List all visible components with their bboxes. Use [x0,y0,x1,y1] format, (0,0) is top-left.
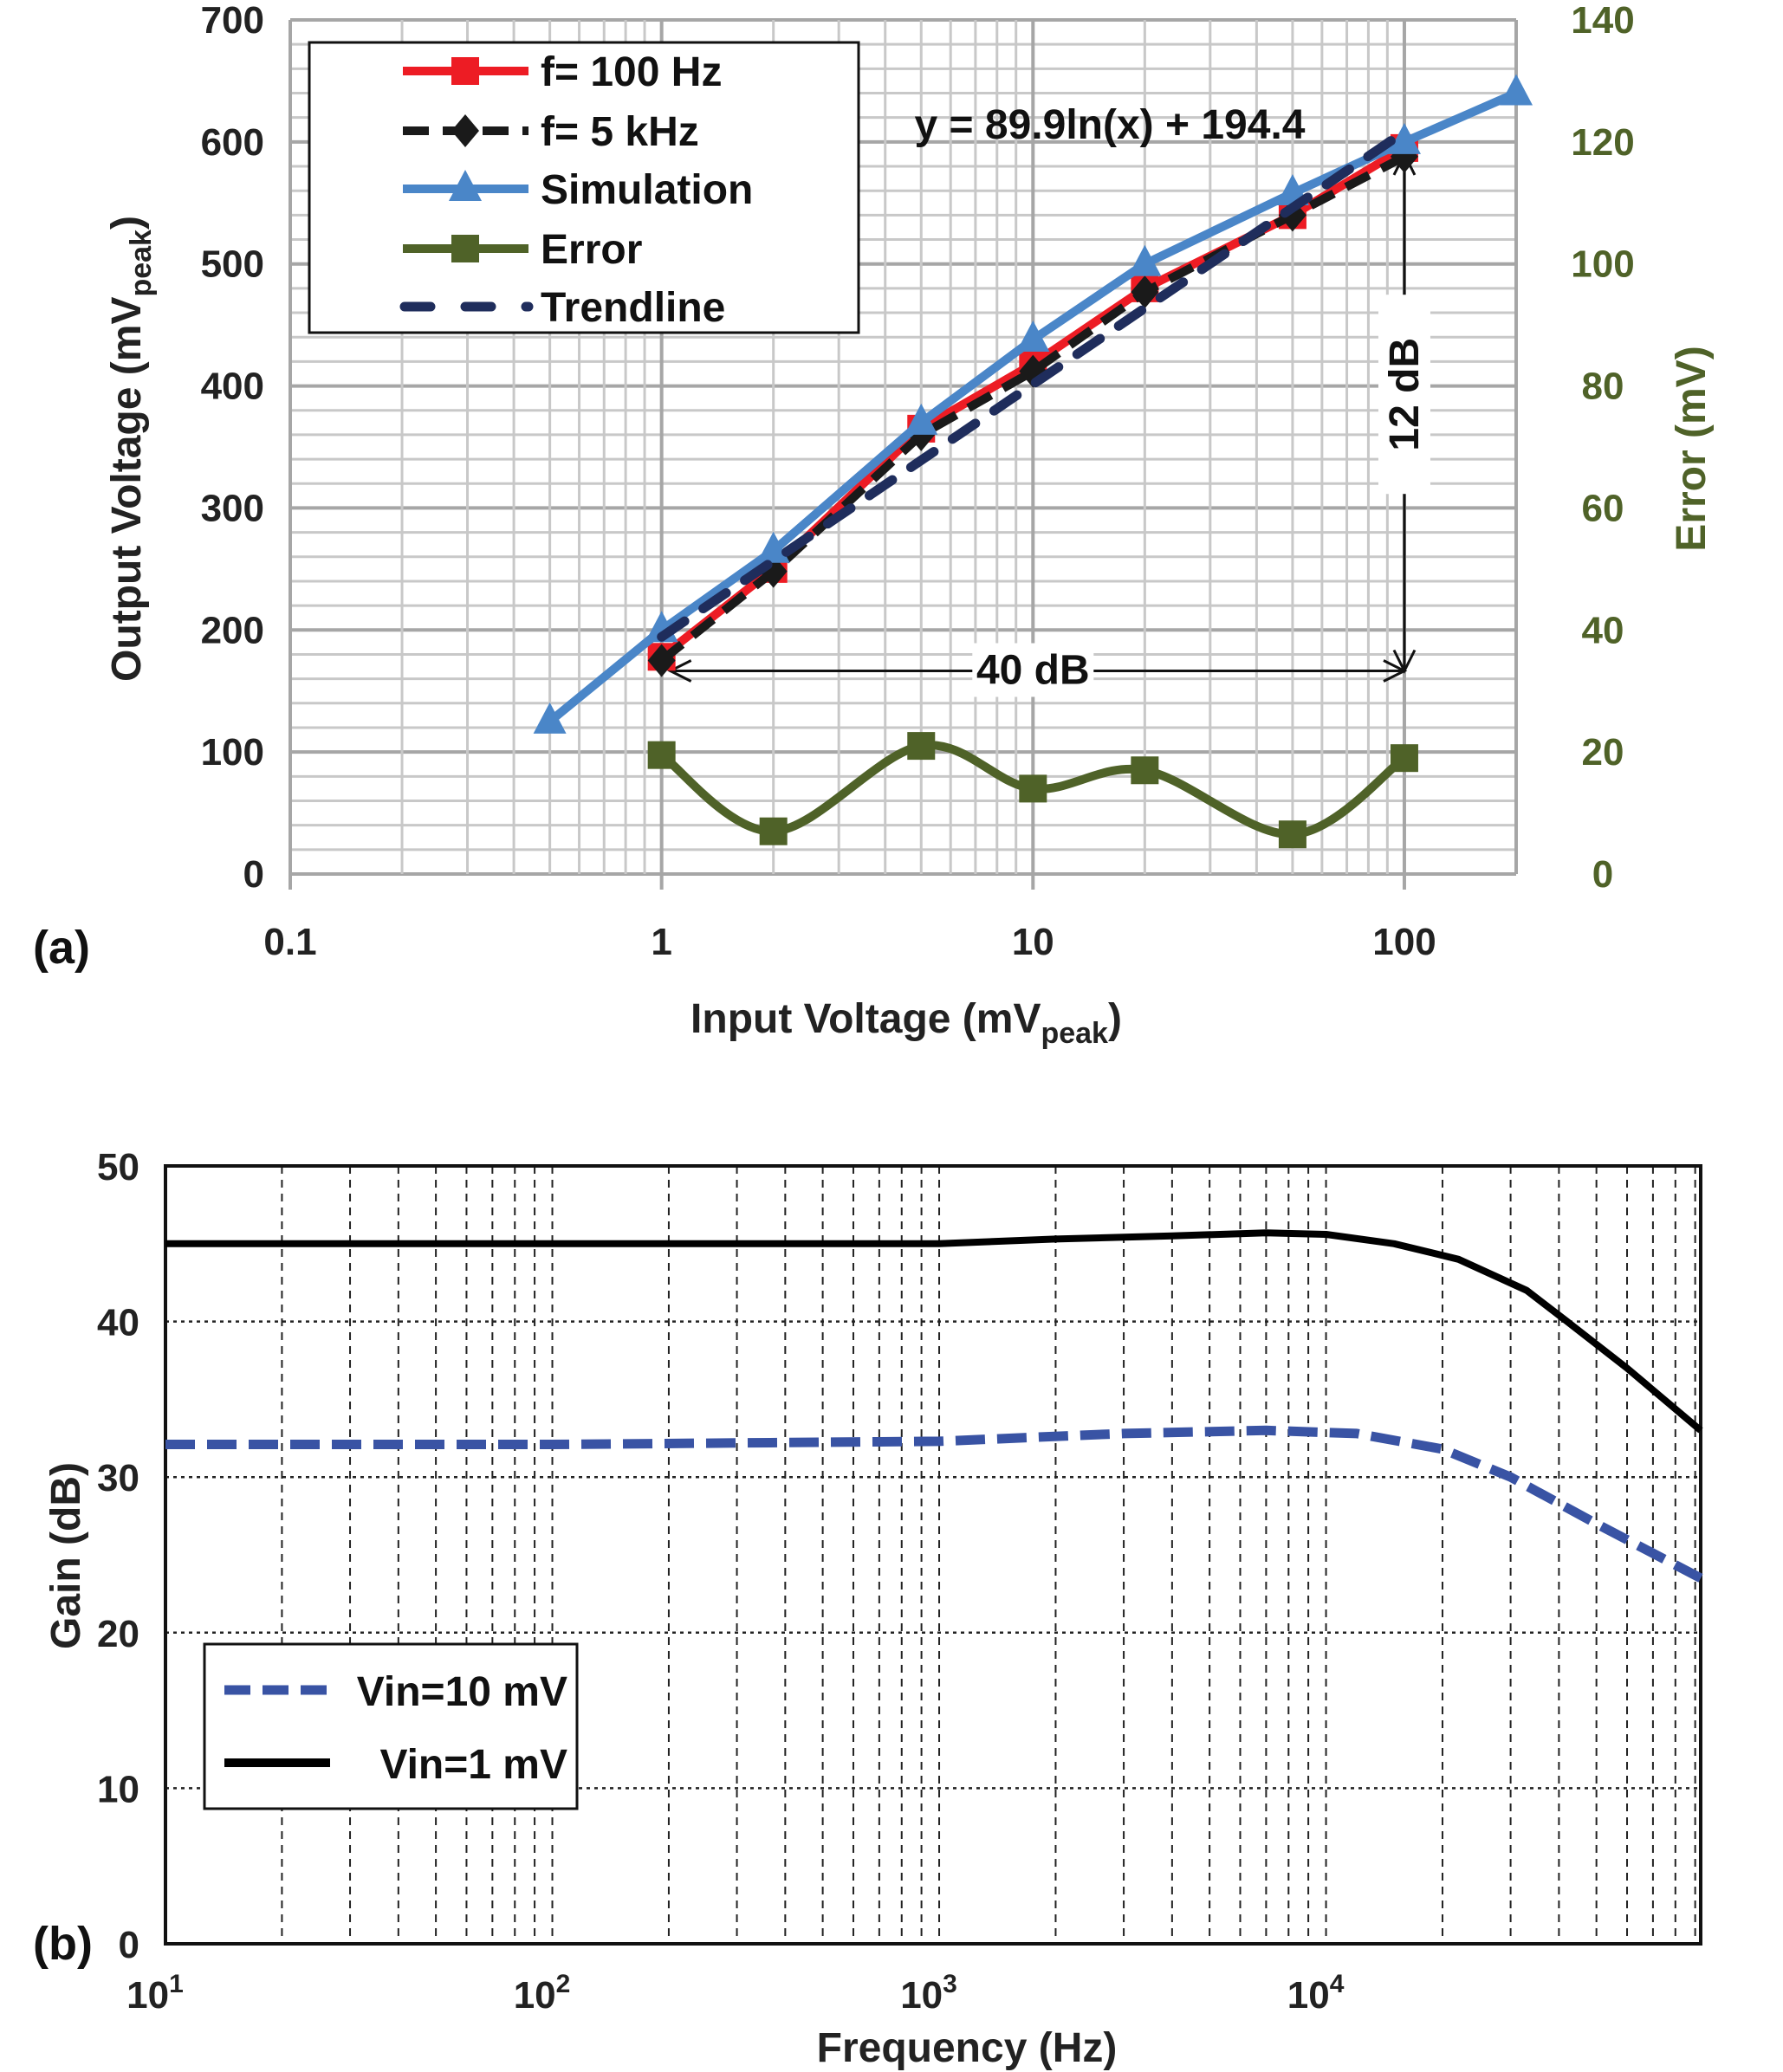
y-tick-label: 400 [201,366,264,408]
legend-box [308,41,860,334]
data-point [451,57,479,85]
legend-item: Trendline [399,285,725,331]
data-point [1278,820,1306,849]
legend-item: Vin=10 mV [224,1669,567,1715]
series-line-vin-10-mv [165,1425,1703,1583]
panel-label-a: (a) [33,922,90,974]
legend-label: Simulation [541,167,753,213]
y2-tick-label: 140 [1571,0,1634,42]
chart-a-ylabel: Output Voltage (mVpeak) [104,216,158,682]
series-error [647,732,1418,849]
y-tick-label: 10 [97,1768,139,1810]
data-point [1128,244,1162,276]
data-point [1131,756,1159,785]
x-tick-label: 0.1 [263,921,316,963]
y-tick-label: 40 [97,1302,139,1344]
data-point [647,741,676,769]
x-tick-label: 10 [1012,921,1054,963]
legend-item: f= 100 Hz [403,49,722,95]
legend-label: f= 100 Hz [541,49,722,95]
y-tick-label: 0 [119,1924,139,1966]
legend-box [203,1642,579,1810]
y2-tick-label: 20 [1582,731,1624,774]
series-line-vin-1-mv [165,1229,1703,1434]
y-tick-label: 500 [201,243,264,286]
annotation-40db: 40 dB [976,648,1090,694]
chart-a-ticks: 0100200300400500600700020406080100120140… [201,0,1635,963]
data-point [907,732,936,761]
data-point [449,170,482,201]
y2-tick-label: 80 [1582,366,1624,408]
chart-b-grid [164,1164,1702,1946]
data-point [1500,74,1533,106]
x-tick-label: 1 [651,921,671,963]
y2-tick-label: 40 [1582,609,1624,651]
y-tick-label: 50 [97,1146,139,1188]
legend-item: Vin=1 mV [224,1742,567,1788]
chart-a-y2label: Error (mV) [1669,346,1715,551]
y-tick-label: 100 [201,731,264,774]
y2-tick-label: 100 [1571,243,1634,286]
chart-b-xlabel: Frequency (Hz) [817,2025,1118,2071]
series-trendline [657,126,1410,642]
data-point [451,114,479,147]
y-tick-label: 20 [97,1613,139,1655]
legend-label: Error [541,227,642,273]
chart-b-plot: Vin=10 mV Vin=1 mV [165,1229,1703,1810]
chart-b-ticks: 0 10 20 30 40 50 101 102 103 104 [97,1146,1345,2017]
data-point [759,817,788,845]
y-tick-label: 30 [97,1457,139,1499]
trendline [657,126,1410,642]
trendline-equation: y = 89.9ln(x) + 194.4 [915,102,1306,148]
chart-a-plot: 40 dB 12 dB y = 89.9ln(x) + 194.4 f= 100 Hz… [308,41,1533,849]
legend-a: f= 100 Hz f= 5 kHz Simulation Error Trendlin… [308,41,860,334]
y2-tick-label: 0 [1592,853,1613,896]
y-tick-label: 300 [201,487,264,529]
data-point [1016,321,1050,353]
data-point [1131,275,1159,309]
legend-label: Vin=10 mV [357,1669,567,1715]
data-point [756,531,790,563]
data-point [647,644,676,677]
x-tick-label: 101 [126,1970,184,2017]
data-point [1019,774,1047,803]
x-tick-label: 103 [900,1970,957,2017]
chart-a-xlabel: Input Voltage (mVpeak) [691,996,1122,1050]
data-point [1390,744,1418,773]
legend-item: f= 5 kHz [403,109,699,155]
y-tick-label: 0 [243,853,264,896]
annotation-12db: 12 dB [1382,338,1428,451]
legend-label: f= 5 kHz [541,109,699,155]
y-tick-label: 600 [201,121,264,164]
chart-a-grid [289,18,1518,890]
legend-label: Vin=1 mV [379,1742,567,1788]
legend-item: Simulation [403,167,753,213]
plot-frame [164,1164,1702,1946]
label-bg [972,643,1094,697]
data-point [904,403,938,435]
x-tick-label: 100 [1372,921,1436,963]
label-bg [1378,295,1430,495]
x-tick-label: 104 [1287,1970,1345,2017]
legend-label: Trendline [541,285,725,331]
y2-tick-label: 60 [1582,487,1624,529]
data-point [533,702,567,734]
y2-tick-label: 120 [1571,121,1634,164]
legend-b: Vin=10 mV Vin=1 mV [203,1642,579,1810]
data-point [451,235,479,262]
legend-item: Error [403,227,642,273]
y-tick-label: 700 [201,0,264,42]
chart-b-ylabel: Gain (dB) [43,1462,89,1649]
panel-label-b: (b) [33,1918,93,1970]
y-tick-label: 200 [201,609,264,651]
x-tick-label: 102 [514,1970,571,2017]
data-point [1387,122,1421,154]
